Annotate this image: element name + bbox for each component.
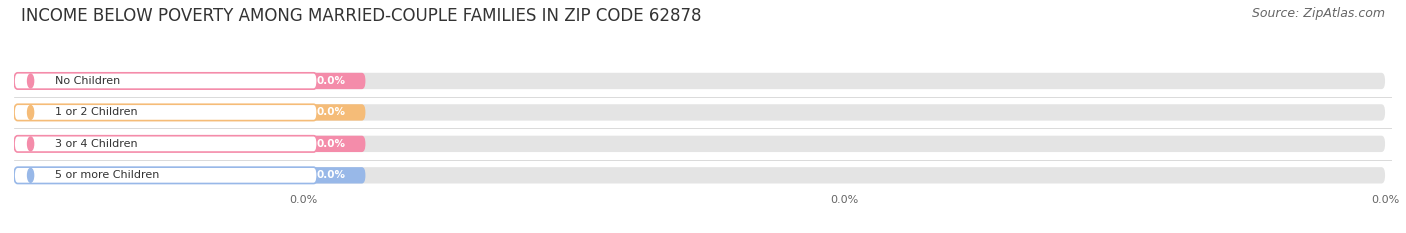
- FancyBboxPatch shape: [304, 136, 1385, 152]
- FancyBboxPatch shape: [297, 136, 366, 152]
- Circle shape: [28, 106, 34, 119]
- FancyBboxPatch shape: [14, 104, 318, 121]
- Text: No Children: No Children: [55, 76, 121, 86]
- FancyBboxPatch shape: [304, 104, 1385, 121]
- FancyBboxPatch shape: [297, 73, 366, 89]
- FancyBboxPatch shape: [14, 73, 318, 89]
- FancyBboxPatch shape: [297, 104, 366, 121]
- Text: 5 or more Children: 5 or more Children: [55, 170, 160, 180]
- Text: 0.0%: 0.0%: [316, 170, 346, 180]
- FancyBboxPatch shape: [304, 167, 1385, 184]
- Circle shape: [28, 74, 34, 88]
- FancyBboxPatch shape: [297, 167, 366, 184]
- Text: Source: ZipAtlas.com: Source: ZipAtlas.com: [1251, 7, 1385, 20]
- FancyBboxPatch shape: [14, 136, 318, 152]
- FancyBboxPatch shape: [14, 167, 318, 184]
- Text: 3 or 4 Children: 3 or 4 Children: [55, 139, 138, 149]
- Text: 0.0%: 0.0%: [316, 76, 346, 86]
- Text: 0.0%: 0.0%: [316, 139, 346, 149]
- Text: 1 or 2 Children: 1 or 2 Children: [55, 107, 138, 117]
- Circle shape: [28, 168, 34, 182]
- FancyBboxPatch shape: [304, 73, 1385, 89]
- Text: INCOME BELOW POVERTY AMONG MARRIED-COUPLE FAMILIES IN ZIP CODE 62878: INCOME BELOW POVERTY AMONG MARRIED-COUPL…: [21, 7, 702, 25]
- Circle shape: [28, 137, 34, 151]
- Text: 0.0%: 0.0%: [316, 107, 346, 117]
